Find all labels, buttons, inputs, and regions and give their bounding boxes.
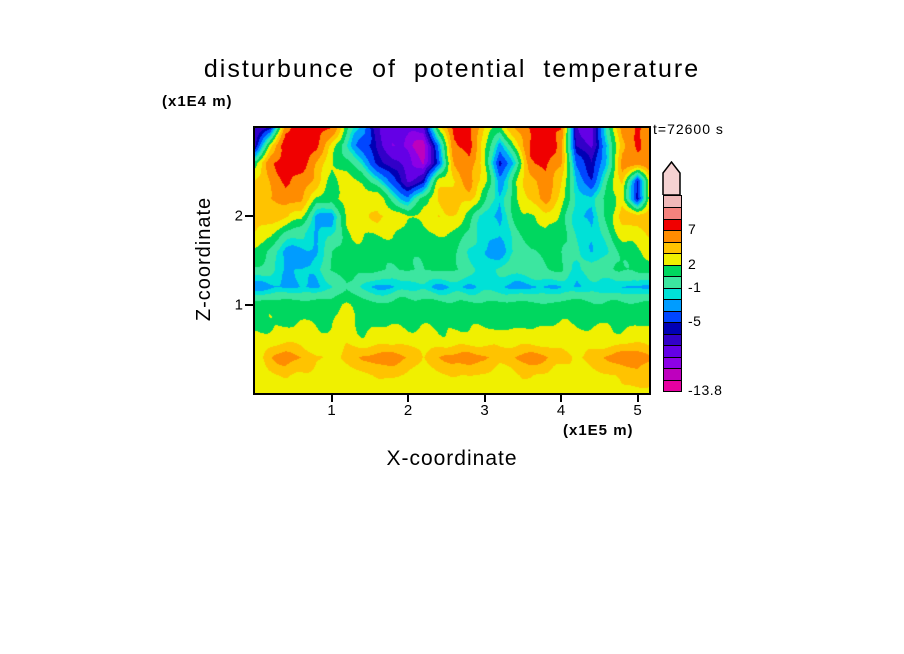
x-tick-mark bbox=[407, 395, 409, 402]
heatmap-canvas bbox=[255, 128, 649, 393]
colorbar-segment bbox=[664, 253, 681, 265]
colorbar-label: -1 bbox=[688, 278, 702, 295]
colorbar-label: 2 bbox=[688, 255, 697, 272]
colorbar-label: 7 bbox=[688, 221, 697, 237]
x-tick-label: 2 bbox=[403, 402, 413, 419]
colorbar-segment bbox=[664, 195, 681, 207]
colorbar-segment bbox=[664, 333, 681, 345]
colorbar-segment bbox=[664, 230, 681, 242]
colorbar-label: -5 bbox=[688, 313, 702, 329]
colorbar-segment bbox=[664, 322, 681, 334]
plot-area bbox=[253, 126, 651, 395]
colorbar-arrow-icon bbox=[662, 160, 681, 196]
colorbar-segment bbox=[664, 218, 681, 230]
z-axis-units: (x1E4 m) bbox=[162, 93, 233, 110]
chart-title: disturbunce of potential temperature bbox=[203, 55, 701, 83]
time-annotation: t=72600 s bbox=[653, 121, 724, 137]
colorbar-label: -13.8 bbox=[688, 382, 723, 398]
colorbar-segment bbox=[664, 299, 681, 311]
x-tick-mark bbox=[483, 395, 486, 402]
x-tick-label: 5 bbox=[633, 402, 642, 419]
z-tick-label: 2 bbox=[234, 207, 243, 225]
colorbar-segment bbox=[664, 276, 681, 288]
colorbar bbox=[663, 194, 682, 392]
x-tick-label: 1 bbox=[327, 402, 336, 419]
colorbar-segment bbox=[664, 287, 681, 299]
x-axis-label: X-coordinate bbox=[386, 447, 518, 470]
colorbar-segment bbox=[664, 379, 681, 391]
z-axis-label: Z-coordinate bbox=[193, 196, 215, 322]
colorbar-segment bbox=[664, 368, 681, 380]
colorbar-segment bbox=[664, 207, 681, 219]
x-tick-mark bbox=[330, 395, 333, 402]
x-tick-label: 4 bbox=[556, 402, 566, 419]
z-tick-mark bbox=[245, 303, 253, 306]
colorbar-segment bbox=[664, 356, 681, 368]
x-tick-mark bbox=[636, 395, 639, 402]
x-axis-units: (x1E5 m) bbox=[563, 422, 634, 439]
x-tick-mark bbox=[560, 395, 563, 402]
z-tick-label: 1 bbox=[234, 296, 243, 314]
colorbar-segment bbox=[664, 310, 681, 322]
colorbar-segment bbox=[664, 345, 681, 357]
colorbar-segment bbox=[664, 264, 681, 276]
x-tick-label: 3 bbox=[480, 402, 489, 419]
colorbar-segment bbox=[664, 241, 681, 253]
z-tick-mark bbox=[245, 215, 253, 218]
